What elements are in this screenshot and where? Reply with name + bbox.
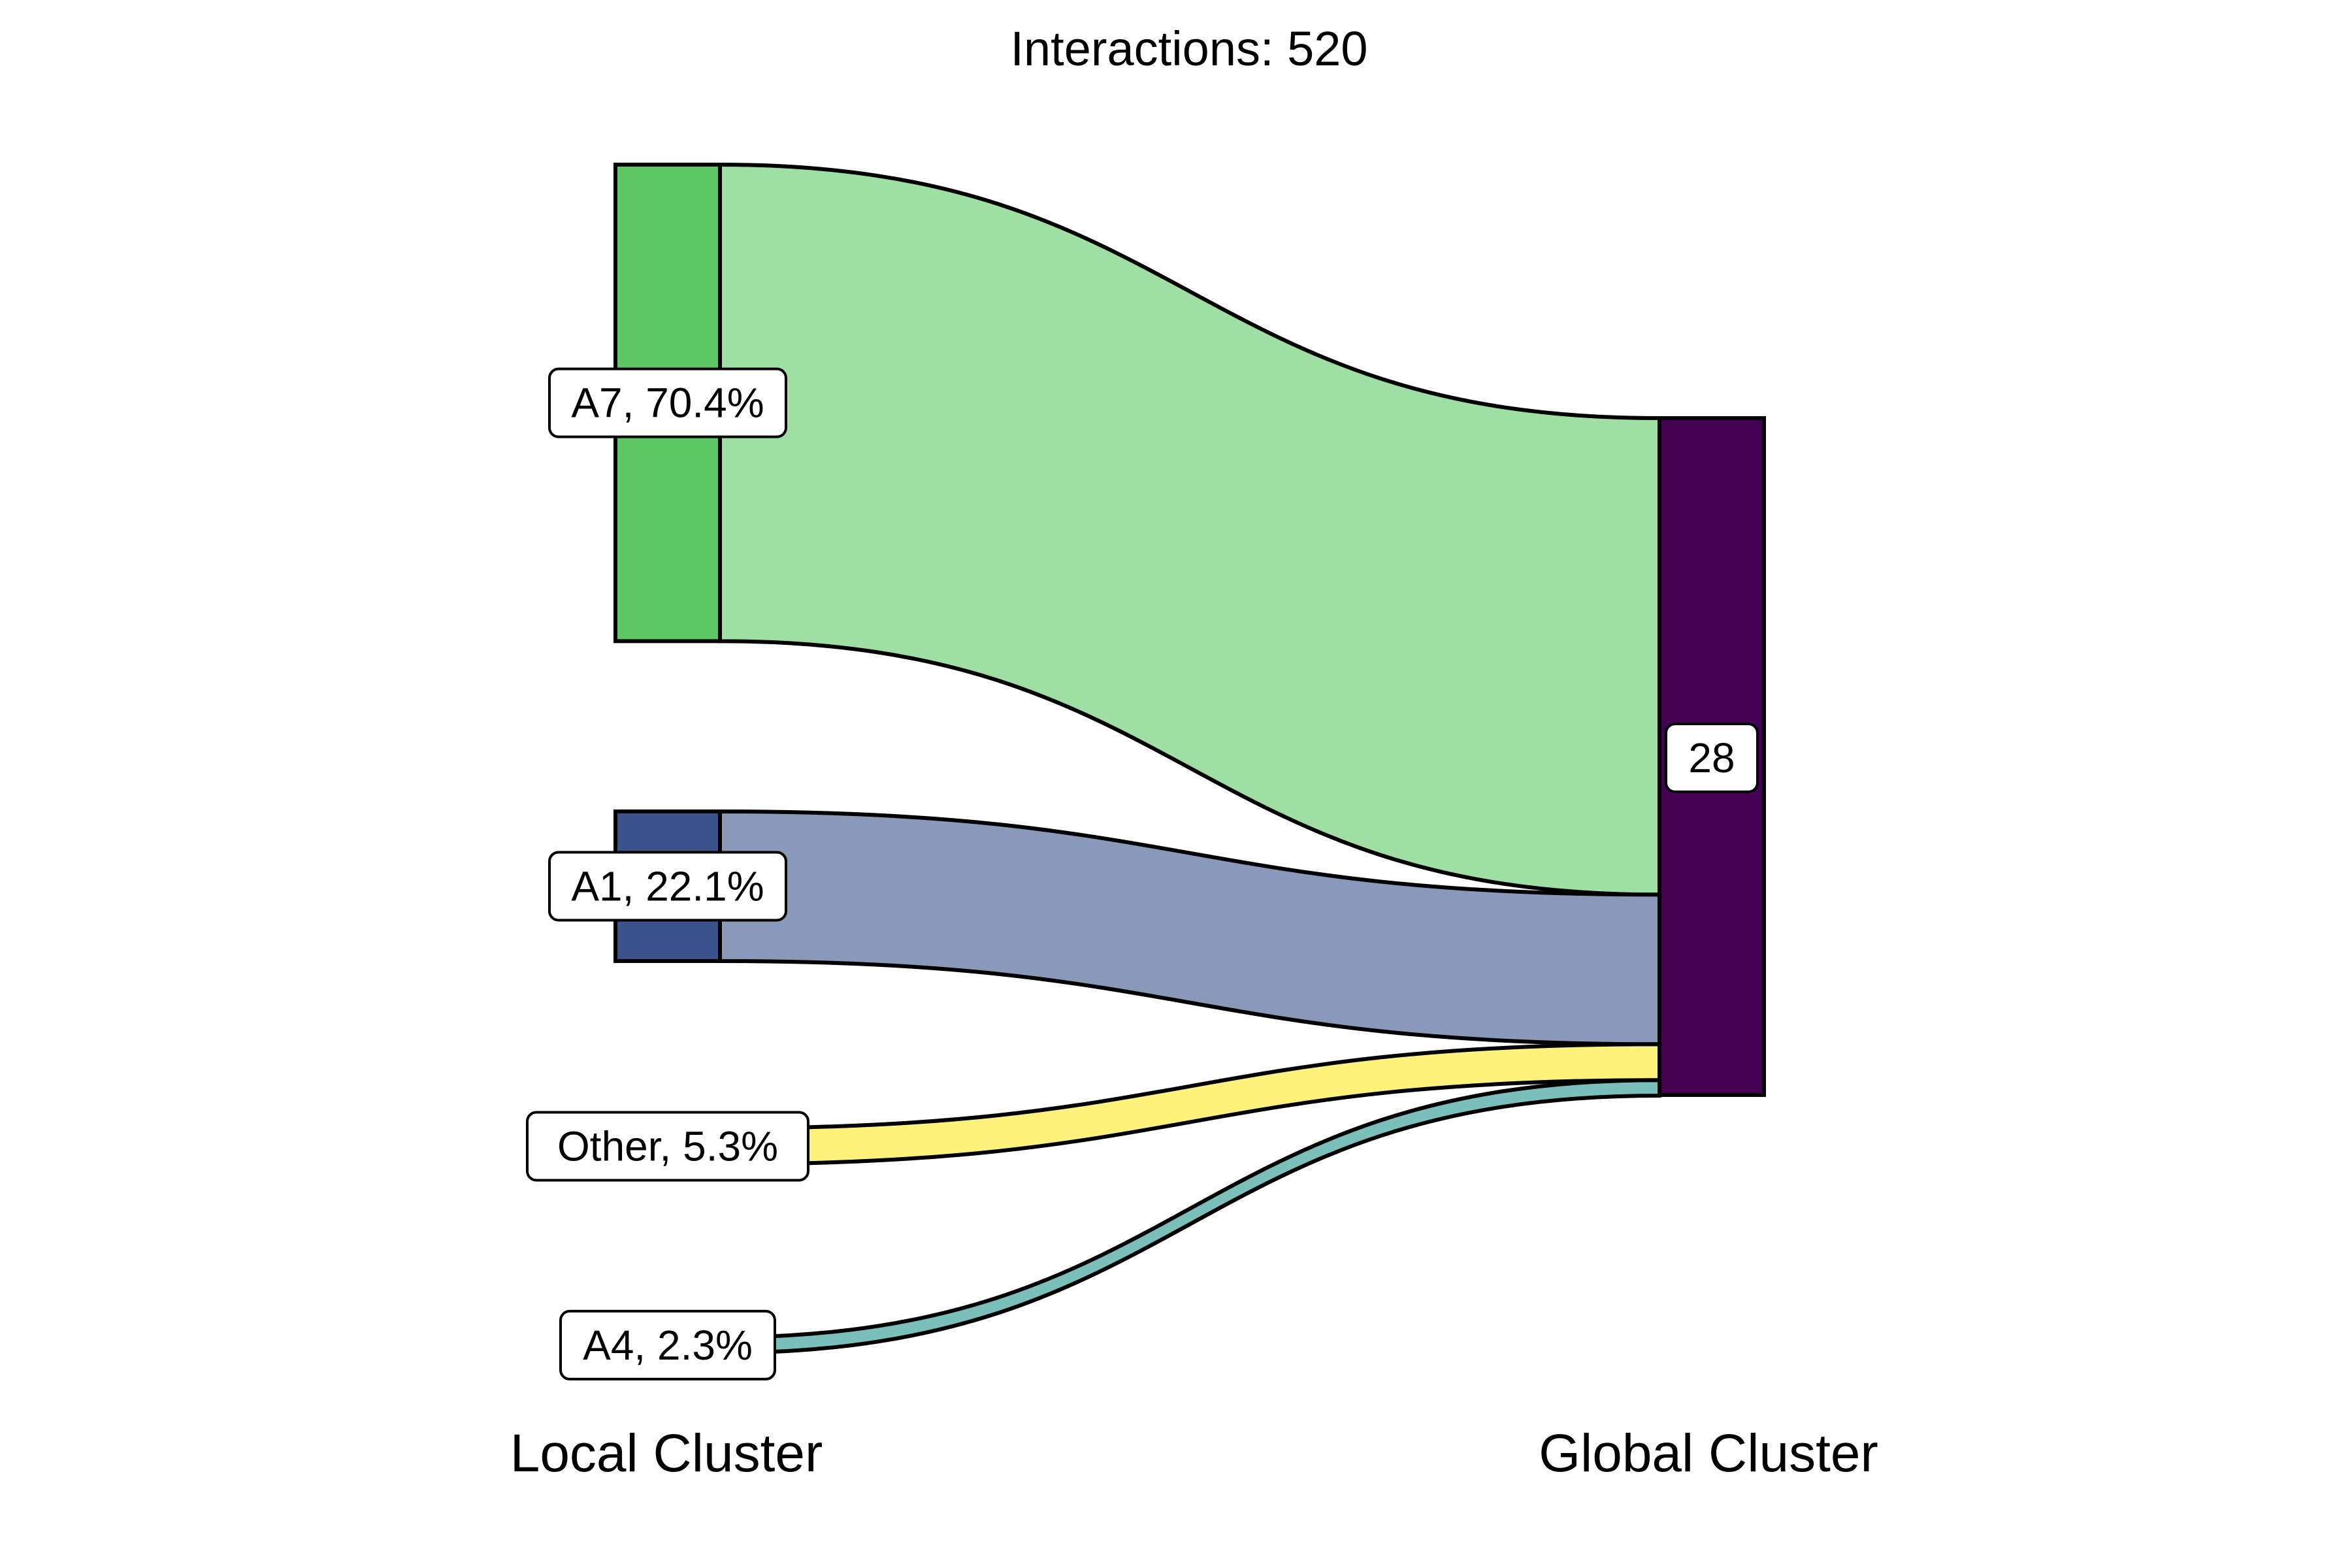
label-box	[526, 1111, 809, 1182]
axis-label-global: Global Cluster	[1539, 1424, 1878, 1483]
flow-a7	[718, 162, 1661, 897]
label-box	[548, 367, 787, 438]
source-label-a7: A7, 70.4%	[548, 367, 787, 438]
axis-label-local: Local Cluster	[510, 1424, 823, 1483]
source-label-a4: A4, 2.3%	[559, 1309, 776, 1380]
label-text: 28	[1688, 734, 1735, 781]
chart-title: Interactions: 520	[1010, 22, 1367, 76]
source-label-other: Other, 5.3%	[526, 1111, 809, 1182]
label-box	[559, 1309, 776, 1380]
source-label-a1: A1, 22.1%	[548, 851, 787, 922]
target-label: 28	[1665, 723, 1759, 793]
label-box	[1665, 723, 1759, 793]
label-text: A7, 70.4%	[571, 380, 764, 427]
label-box	[548, 851, 787, 922]
label-text: Other, 5.3%	[557, 1122, 778, 1169]
label-text: A4, 2.3%	[583, 1322, 753, 1369]
label-text: A1, 22.1%	[571, 862, 764, 909]
flow-layer	[718, 162, 1661, 1355]
label-layer: A7, 70.4% A1, 22.1% Other, 5.3% A4, 2.3% 28	[526, 367, 1759, 1380]
